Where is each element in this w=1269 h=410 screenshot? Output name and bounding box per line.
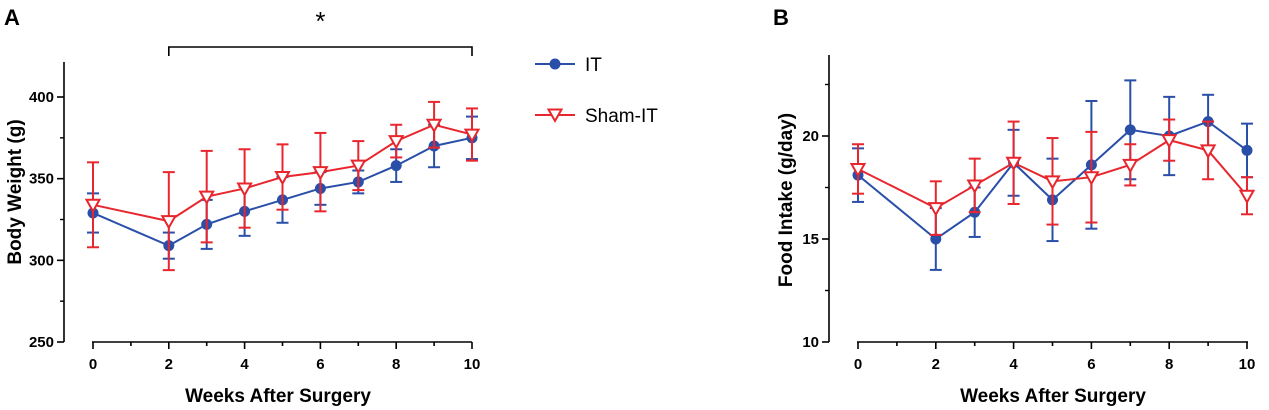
data-point-it <box>1124 124 1136 136</box>
panel-a-x-ticks: 0 2 4 6 8 10 <box>89 342 481 373</box>
x-tick-label: 4 <box>240 356 249 373</box>
x-tick-label: 4 <box>1009 356 1018 373</box>
panel-a-series <box>84 100 481 272</box>
panel-a-y-ticks: 250 300 350 400 <box>29 89 64 351</box>
data-point-it <box>930 233 942 245</box>
y-tick-label: 15 <box>802 231 819 248</box>
significance-asterisk: * <box>315 6 325 36</box>
series-line-sham-it <box>92 123 473 223</box>
x-tick-label: 10 <box>1239 356 1256 373</box>
series-line-it <box>857 120 1248 241</box>
panel-a-y-axis-label: Body Weight (g) <box>5 119 26 264</box>
y-tick-label: 400 <box>29 89 54 106</box>
series-line-sham-it <box>857 139 1248 210</box>
data-point-sham-it <box>198 190 215 206</box>
panel-a-letter: A <box>4 5 20 30</box>
data-point-sham-it <box>1238 189 1256 205</box>
panel-a-x-axis-label: Weeks After Surgery <box>185 386 371 407</box>
data-point-sham-it <box>1199 144 1217 159</box>
data-point-sham-it <box>425 118 443 134</box>
open-triangle-down-icon <box>546 108 564 124</box>
y-tick-label: 300 <box>29 252 54 269</box>
data-point-sham-it <box>274 171 291 186</box>
panel-b: B 10 15 20 0 2 4 6 8 10 Food Intake (g/day) Wee… <box>773 5 1255 407</box>
panel-b-letter: B <box>773 5 789 30</box>
data-point-sham-it <box>1044 175 1061 190</box>
panel-b-y-ticks: 10 15 20 <box>802 83 829 351</box>
data-point-sham-it <box>966 179 983 194</box>
data-point-sham-it <box>1005 156 1022 172</box>
data-point-sham-it <box>160 215 178 230</box>
x-tick-label: 0 <box>854 356 862 373</box>
legend: IT Sham-IT <box>535 55 658 127</box>
data-point-it <box>1241 144 1253 156</box>
data-point-sham-it <box>927 202 945 217</box>
series-sham-it <box>84 100 481 272</box>
data-point-sham-it <box>463 128 481 144</box>
legend-item-it: IT <box>535 55 602 76</box>
legend-item-sham-it: Sham-IT <box>535 106 658 127</box>
panel-b-y-axis-label: Food Intake (g/day) <box>776 113 797 287</box>
data-point-sham-it <box>236 182 253 197</box>
x-tick-label: 10 <box>464 356 481 373</box>
panel-b-x-ticks: 0 2 4 6 8 10 <box>854 342 1256 373</box>
data-point-it <box>390 160 402 172</box>
data-point-sham-it <box>1160 134 1178 149</box>
y-tick-label: 20 <box>802 128 819 145</box>
panel-b-series <box>849 79 1256 271</box>
panel-b-x-axis-label: Weeks After Surgery <box>960 386 1146 407</box>
data-point-sham-it <box>84 198 102 214</box>
data-point-sham-it <box>387 135 405 150</box>
data-point-sham-it <box>1122 158 1139 174</box>
legend-sham-label: Sham-IT <box>585 106 658 127</box>
series-sham-it <box>849 118 1256 236</box>
x-tick-label: 0 <box>89 356 97 373</box>
filled-circle-icon <box>549 58 561 70</box>
data-point-sham-it <box>849 162 867 178</box>
x-tick-label: 2 <box>165 356 173 373</box>
data-point-sham-it <box>312 166 329 181</box>
y-tick-label: 10 <box>802 334 819 351</box>
significance-bracket <box>168 46 473 56</box>
x-tick-label: 2 <box>932 356 940 373</box>
data-point-sham-it <box>1083 171 1100 186</box>
data-point-sham-it <box>350 159 367 175</box>
x-tick-label: 8 <box>1165 356 1173 373</box>
x-tick-label: 8 <box>392 356 400 373</box>
y-tick-label: 250 <box>29 334 54 351</box>
legend-it-label: IT <box>585 55 602 76</box>
panel-a: A 250 300 350 400 0 2 4 6 8 10 Body Weight (g) W… <box>4 5 480 407</box>
x-tick-label: 6 <box>316 356 324 373</box>
x-tick-label: 6 <box>1087 356 1095 373</box>
series-line-it <box>92 136 473 247</box>
y-tick-label: 350 <box>29 171 54 188</box>
